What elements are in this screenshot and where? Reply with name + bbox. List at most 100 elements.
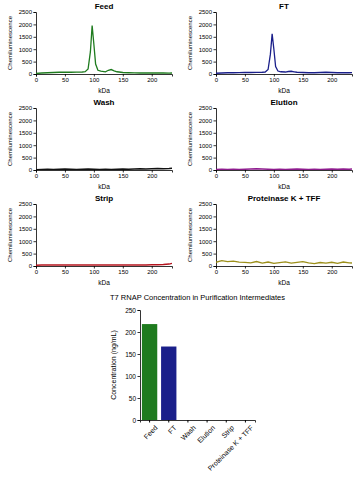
tick: 0 (29, 71, 36, 77)
line (216, 261, 352, 264)
tick-mark (214, 74, 217, 75)
tick-label: 2000 (19, 22, 33, 28)
y-axis: 050100150200250 (125, 307, 140, 424)
tick-label: 200 (147, 77, 158, 83)
tick-mark (34, 74, 37, 75)
tick: 50 (62, 170, 69, 179)
tick-mark (226, 420, 227, 423)
tick-label: 100 (125, 373, 136, 380)
tick-label: 500 (22, 155, 33, 161)
tick-label: 0 (132, 417, 136, 424)
tick: 500 (22, 155, 36, 161)
tick-label: 0 (29, 263, 33, 269)
tick: 500 (202, 59, 216, 65)
tick: 1000 (19, 47, 36, 53)
tick-label: 200 (147, 173, 158, 179)
tick-mark (274, 74, 275, 77)
tick: 0 (215, 74, 219, 83)
tick-label: 0 (29, 71, 33, 77)
title: Feed (95, 2, 114, 11)
tick-label: 1500 (19, 130, 33, 136)
axis-line (37, 75, 173, 77)
tick: 500 (22, 59, 36, 65)
tick-mark (34, 170, 37, 171)
tick-mark (123, 74, 124, 77)
tick-label: 0 (29, 167, 33, 173)
axis-line (214, 13, 217, 75)
y-axis-title: Chemiluminescence (7, 207, 13, 262)
tick: 100 (89, 266, 100, 275)
tick: 2000 (199, 118, 216, 124)
x-axis-title: kDa (98, 183, 110, 190)
tick: 0 (35, 74, 39, 83)
tick-label: 150 (298, 173, 309, 179)
figure: 05010015020005001000150020002500FeedkDaC… (0, 0, 359, 500)
tick-label: 1000 (19, 143, 33, 149)
bar (161, 347, 176, 420)
tick-label: 150 (118, 269, 129, 275)
tick-label: 2500 (199, 201, 213, 207)
tick-mark (138, 376, 141, 377)
tick-label: 50 (129, 395, 137, 402)
tick-label: 1500 (199, 34, 213, 40)
tick-mark (138, 332, 141, 333)
tick-label: 1000 (199, 143, 213, 149)
tick: 200 (327, 266, 338, 275)
tick-mark (332, 74, 333, 77)
y-axis: 05001000150020002500 (199, 201, 217, 269)
y-axis-title: Chemiluminescence (7, 111, 13, 166)
tick: Strip (220, 420, 236, 440)
plot-area (36, 26, 172, 74)
tick-mark (123, 266, 124, 269)
axis-line (34, 109, 37, 171)
tick: 0 (209, 263, 216, 269)
axis-line (34, 13, 37, 75)
panel: 05010015020005001000150020002500WashkDaC… (7, 98, 173, 190)
x-axis: 050100150200 (215, 74, 353, 83)
tick: 2500 (19, 201, 36, 207)
axis-line (138, 311, 141, 421)
tick-label: 2500 (199, 9, 213, 15)
tick-mark (214, 204, 217, 205)
tick-mark (65, 170, 66, 173)
tick-mark (214, 158, 217, 159)
tick-label: 500 (202, 251, 213, 257)
tick-mark (303, 170, 304, 173)
tick-label: 150 (298, 269, 309, 275)
tick-mark (138, 398, 141, 399)
tick-mark (34, 241, 37, 242)
plot-area (216, 261, 352, 264)
title: FT (279, 2, 289, 11)
tick: 2000 (19, 214, 36, 220)
tick-mark (214, 24, 217, 25)
tick: 2500 (19, 105, 36, 111)
tick-mark (94, 170, 95, 173)
plot-area (216, 34, 352, 73)
tick-label: 2500 (19, 201, 33, 207)
tick: 0 (215, 266, 219, 275)
tick: 2000 (19, 22, 36, 28)
x-axis: 050100150200 (215, 170, 353, 179)
tick-mark (332, 266, 333, 269)
tick: 0 (35, 170, 39, 179)
tick: 0 (132, 417, 140, 424)
tick-mark (34, 145, 37, 146)
title: Strip (95, 194, 113, 203)
tick-label: 200 (327, 173, 338, 179)
x-axis-title: kDa (278, 279, 290, 286)
tick-label: 150 (118, 173, 129, 179)
tick-label: 2000 (199, 118, 213, 124)
tick-mark (152, 170, 153, 173)
tick: 150 (298, 170, 309, 179)
tick-label: 1500 (199, 226, 213, 232)
tick-label: Strip (220, 424, 236, 440)
tick: 50 (242, 266, 249, 275)
tick-label: 100 (89, 173, 100, 179)
tick-label: 150 (298, 77, 309, 83)
axis-line (217, 171, 353, 173)
y-axis: 05001000150020002500 (199, 9, 217, 77)
tick-mark (34, 108, 37, 109)
tick-mark (34, 37, 37, 38)
tick: 50 (242, 170, 249, 179)
panel: 05010015020005001000150020002500FTkDaChe… (187, 2, 353, 94)
